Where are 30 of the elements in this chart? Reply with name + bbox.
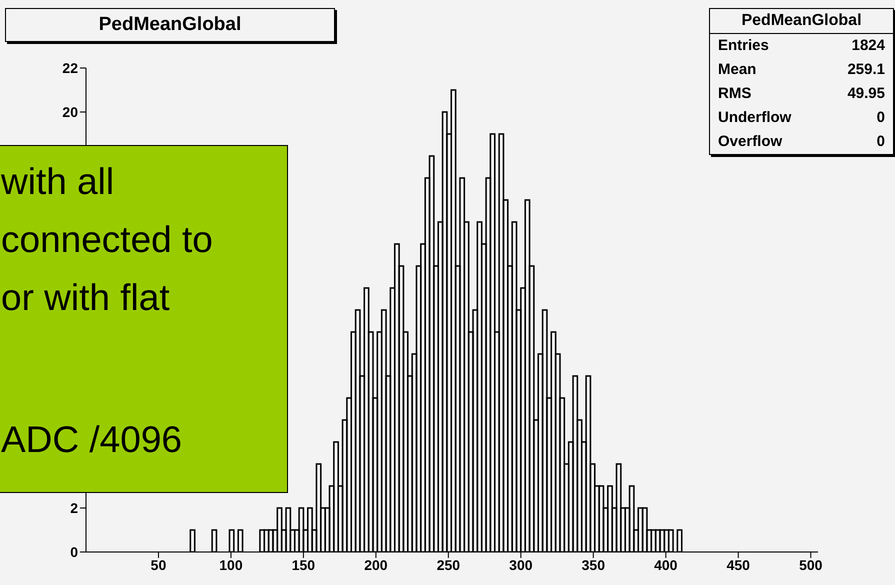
y-tick-label: 20	[62, 104, 78, 120]
text: 0	[876, 132, 885, 152]
y-tick-label: 22	[62, 60, 78, 76]
text: 49.95	[847, 84, 885, 104]
annotation: or with flat	[1, 276, 170, 320]
x-tick-label: 400	[654, 556, 678, 573]
x-tick-label: 50	[150, 556, 166, 573]
x-tick-label: 250	[436, 556, 460, 573]
annotation: ADC /4096	[1, 418, 182, 462]
annotation: connected to	[1, 218, 213, 262]
x-tick-label: 100	[219, 556, 243, 573]
x-tick-label: 350	[582, 556, 606, 573]
annotation: Overflow	[718, 132, 782, 152]
text: Entries	[718, 36, 769, 56]
x-tick-label: 200	[364, 556, 388, 573]
annotation: with all	[1, 160, 114, 204]
y-tick-label: 2	[70, 500, 78, 516]
chart-title: PedMeanGlobal	[98, 14, 242, 36]
annotation: RMS	[718, 84, 752, 104]
x-tick-label: 150	[292, 556, 316, 573]
y-tick-label: 0	[70, 544, 78, 560]
text: 0	[876, 108, 885, 128]
text: 1824	[852, 36, 885, 56]
annotation: Mean	[718, 60, 756, 80]
x-tick-label: 300	[509, 556, 533, 573]
text: 259.1	[847, 60, 885, 80]
x-tick-label: 450	[726, 556, 750, 573]
annotation: Underflow	[718, 108, 792, 128]
x-tick-label: 500	[799, 556, 823, 573]
text: PedMeanGlobal	[710, 9, 893, 34]
